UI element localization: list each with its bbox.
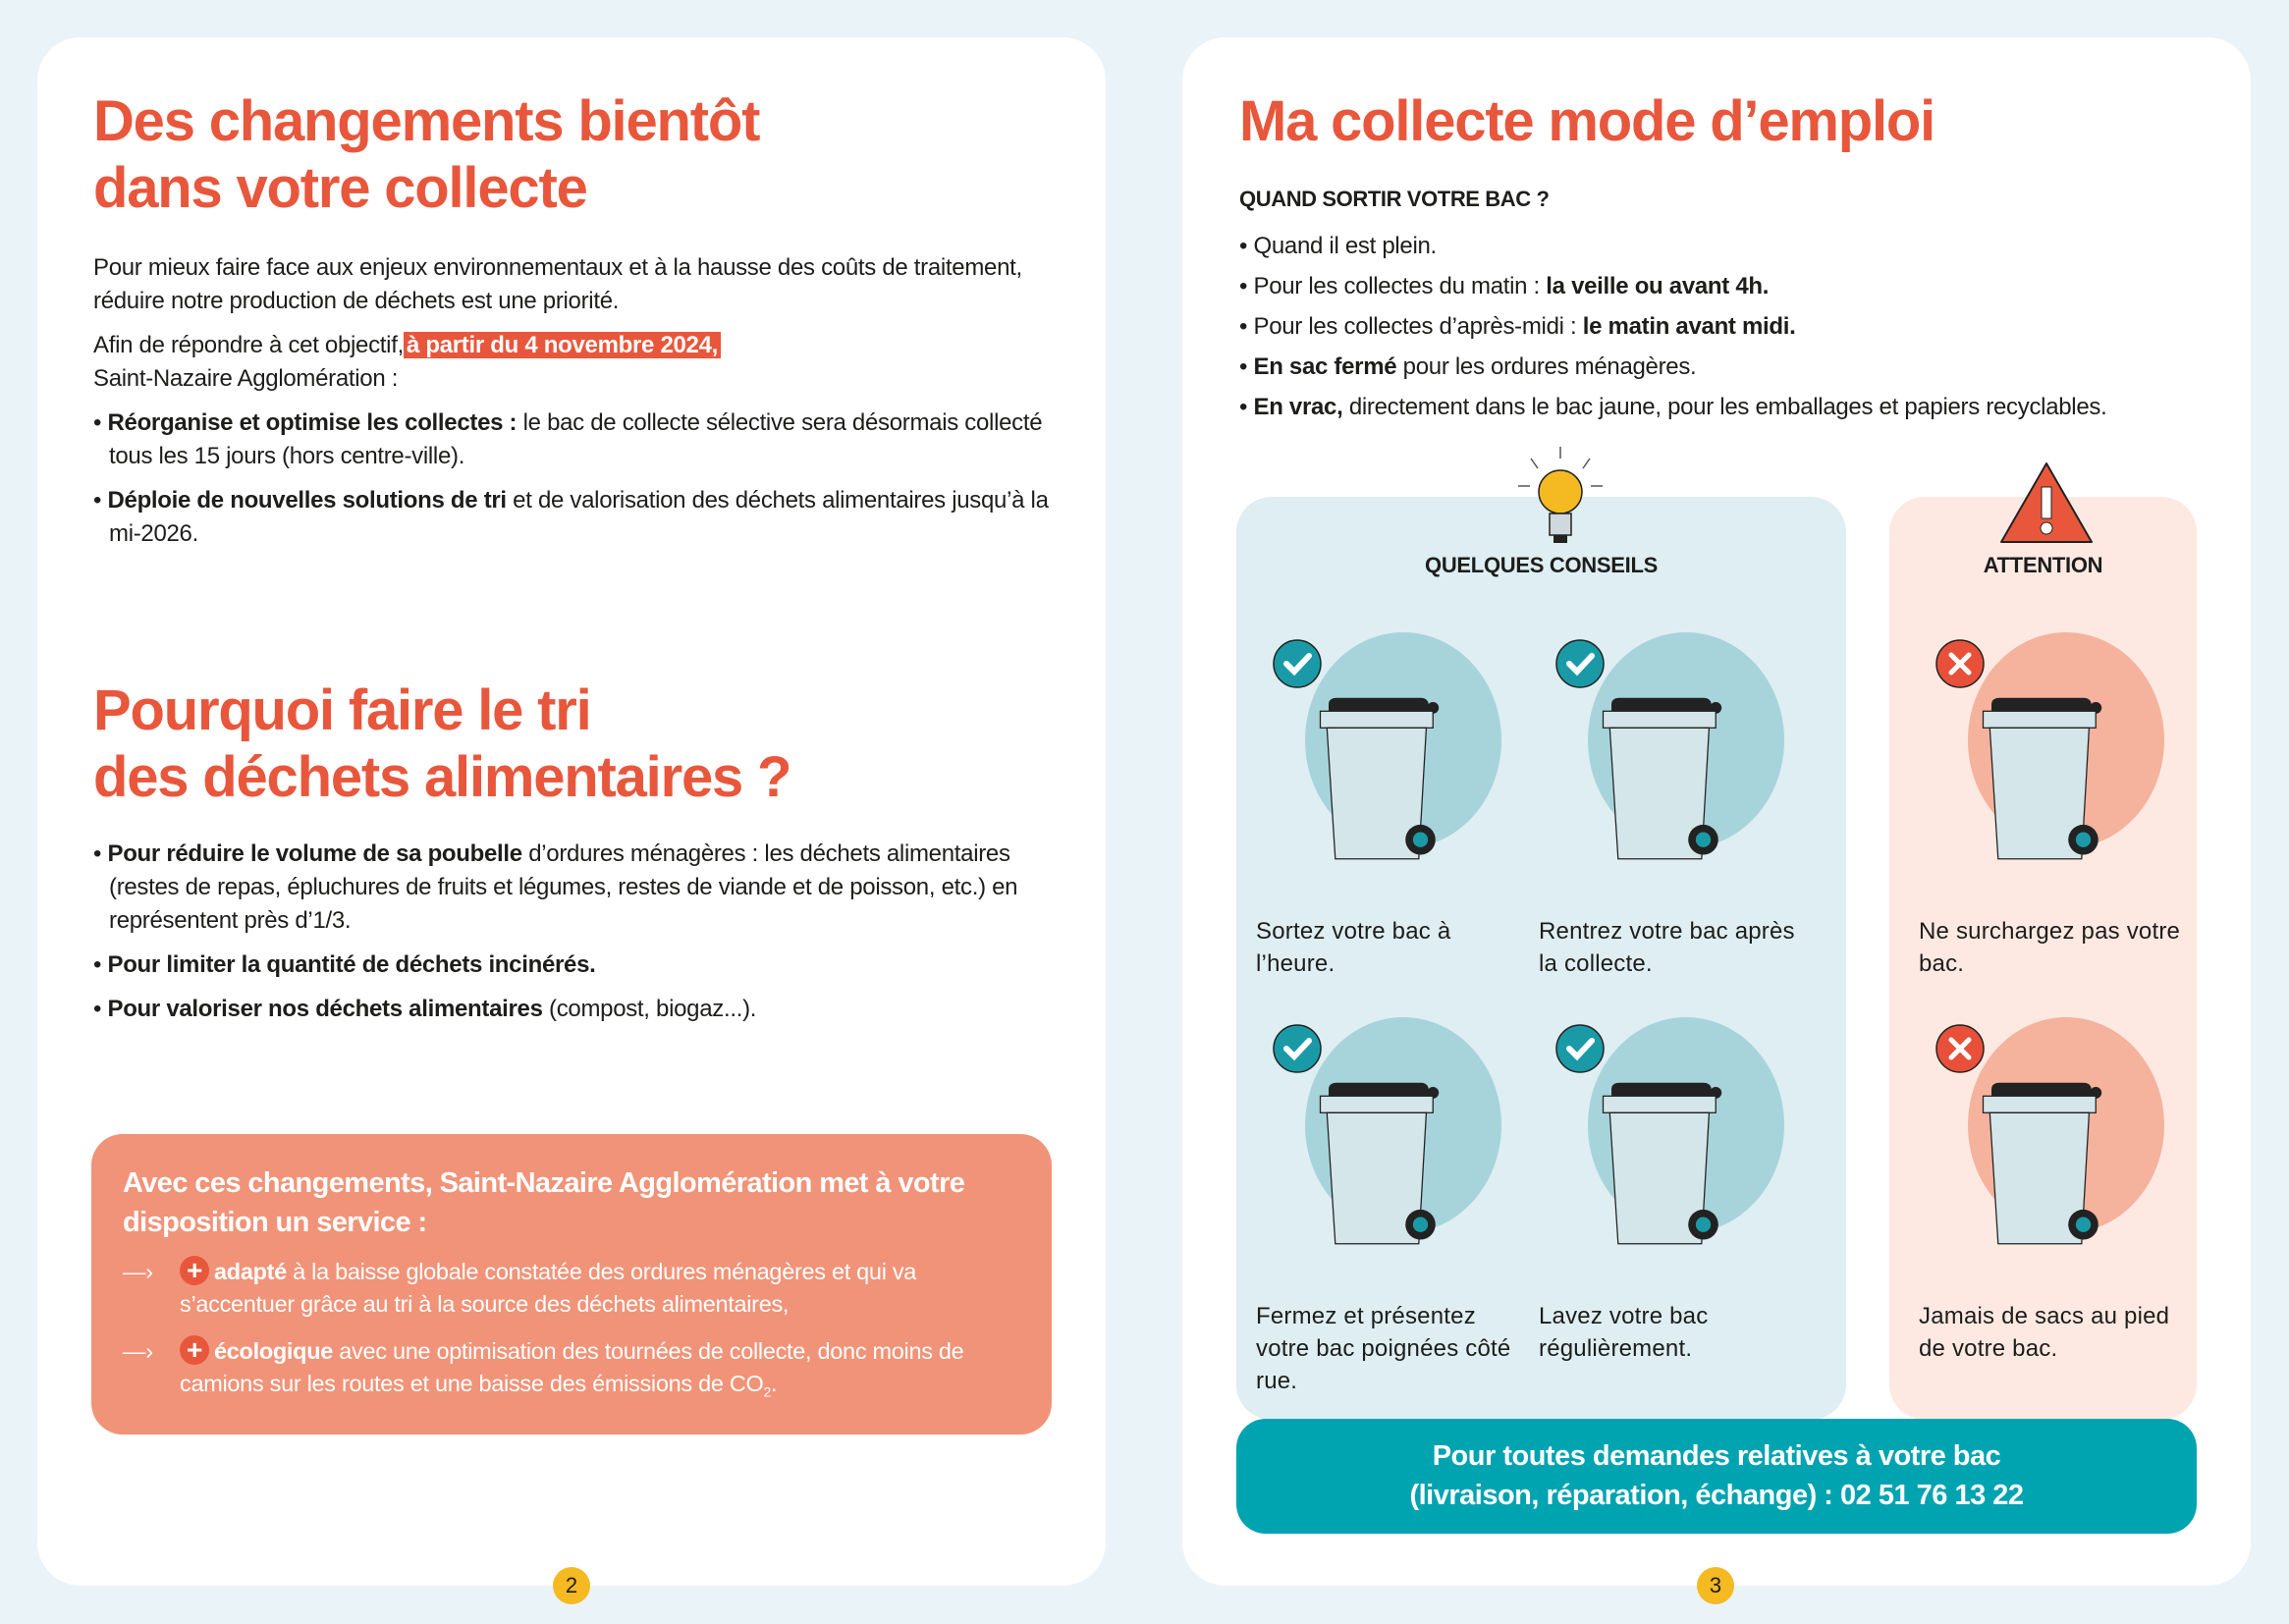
bullet-text: Pour les collectes d’après-midi : <box>1253 313 1583 340</box>
punct: . <box>771 1371 778 1396</box>
bin-illustration <box>1555 1017 1784 1245</box>
check-icon <box>1273 639 1322 688</box>
bullet-text: pour les ordures ménagères. <box>1396 353 1697 380</box>
bin-illustration <box>1273 632 1501 860</box>
bullet-bold: Pour limiter la quantité de déchets inci… <box>107 951 596 978</box>
objective-suffix: Saint-Nazaire Agglomération : <box>93 365 399 392</box>
bullet-bold: Pour valoriser nos déchets alimentaires <box>107 996 543 1022</box>
advice-title: QUELQUES CONSEILS <box>1425 553 1658 577</box>
objective-prefix: Afin de répondre à cet objectif, <box>93 332 404 358</box>
tip-caption: Fermez et présentez votre bac poignées c… <box>1256 1303 1511 1394</box>
bullet-item: • Pour limiter la quantité de déchets in… <box>93 951 596 978</box>
bullet-text: (compost, biogaz...). <box>542 996 757 1022</box>
service-item-desc: avec une optimisation des tournées de co… <box>180 1338 964 1396</box>
arrow-icon: —› <box>123 1259 153 1284</box>
bullet-bold: la veille ou avant 4h. <box>1546 273 1770 299</box>
service-item-text: + adapté à la baisse globale constatée de… <box>180 1256 1020 1321</box>
page-number: 3 <box>1697 1567 1734 1604</box>
service-item-text: + écologique avec une optimisation des to… <box>180 1335 1020 1409</box>
bullet-text: et de valorisation des déchets alimentai… <box>109 487 1049 547</box>
bullet-bold: En sac fermé <box>1253 353 1397 380</box>
service-item-bold: adapté <box>214 1259 287 1284</box>
tip-card: Rentrez votre bac après la collecte. <box>1539 623 1804 980</box>
tip-caption: Rentrez votre bac après la collecte. <box>1539 918 1795 977</box>
title-changes: Des changements bientôt dans votre collec… <box>93 88 760 222</box>
bullet-text: le bac de collecte sélective sera désorm… <box>109 409 1043 469</box>
warning-icon <box>2000 462 2093 543</box>
bullet-item: • Pour réduire le volume de sa poubelle … <box>93 840 1018 934</box>
tip-card: Jamais de sacs au pied de votre bac. <box>1919 1007 2184 1365</box>
title-line: dans votre collecte <box>93 156 588 220</box>
bullet-item: • En sac fermé pour les ordures ménagère… <box>1239 353 1697 380</box>
bin-illustration <box>1273 1017 1501 1245</box>
plus-icon: + <box>180 1335 209 1365</box>
service-heading: Avec ces changements, Saint-Nazaire Aggl… <box>123 1167 965 1238</box>
service-item: —› + écologique avec une optimisation des … <box>123 1335 1020 1409</box>
bullet-bold: le matin avant midi. <box>1582 313 1796 340</box>
title-line: Des changements bientôt <box>93 89 760 153</box>
tip-caption: Lavez votre bac régulièrement. <box>1539 1303 1709 1362</box>
tip-caption: Ne surchargez pas votre bac. <box>1919 918 2181 977</box>
bullets-changes: • Réorganise et optimise les collectes :… <box>93 406 1056 551</box>
tip-card: Sortez votre bac à l’heure. <box>1256 623 1521 980</box>
contact-phone[interactable]: (livraison, réparation, échange) : 02 51… <box>1409 1480 2024 1511</box>
tip-caption: Jamais de sacs au pied de votre bac. <box>1919 1303 2170 1362</box>
service-item-desc: à la baisse globale constatée des ordure… <box>180 1259 917 1317</box>
bullet-text: d’ordures ménagères : les déchets alimen… <box>109 840 1018 934</box>
service-box: Avec ces changements, Saint-Nazaire Aggl… <box>91 1134 1052 1435</box>
tip-caption: Sortez votre bac à l’heure. <box>1256 918 1451 977</box>
subscript: 2 <box>763 1383 772 1400</box>
bullet-item: • Quand il est plein. <box>1239 233 1437 259</box>
service-items: —› + adapté à la baisse globale constatée … <box>123 1256 1020 1409</box>
bullet-bold: En vrac, <box>1253 394 1343 420</box>
bullets-why: • Pour réduire le volume de sa poubelle … <box>93 838 1065 1037</box>
plus-icon: + <box>180 1256 209 1285</box>
check-icon <box>1555 1024 1605 1073</box>
tip-card: Ne surchargez pas votre bac. <box>1919 623 2184 980</box>
check-icon <box>1555 639 1605 688</box>
page-3: Ma collecte mode d’emploi QUAND SORTIR V… <box>1182 37 2251 1604</box>
page-2: Des changements bientôt dans votre collec… <box>37 37 1106 1604</box>
bullet-item: • En vrac, directement dans le bac jaune… <box>1239 394 2107 420</box>
arrow-icon: —› <box>123 1338 153 1364</box>
service-item-bold: écologique <box>214 1338 334 1364</box>
bullet-text: Quand il est plein. <box>1253 233 1437 259</box>
cross-icon <box>1935 1024 1985 1073</box>
bullet-text: Pour les collectes du matin : <box>1253 273 1547 299</box>
title-guide: Ma collecte mode d’emploi <box>1239 89 1935 153</box>
intro-block: Pour mieux faire face aux enjeux environ… <box>93 251 1056 562</box>
contact-line: Pour toutes demandes relatives à votre b… <box>1432 1440 2001 1472</box>
bullets-when: • Quand il est plein. • Pour les collecte… <box>1239 230 2202 431</box>
bin-illustration <box>1555 632 1784 860</box>
attention-title: ATTENTION <box>1983 553 2103 577</box>
check-icon <box>1273 1024 1322 1073</box>
title-why: Pourquoi faire le tri des déchets aliment… <box>93 677 791 811</box>
subtitle-when: QUAND SORTIR VOTRE BAC ? <box>1239 187 1550 211</box>
bullet-text: directement dans le bac jaune, pour les … <box>1342 394 2107 420</box>
bullet-bold: Pour réduire le volume de sa poubelle <box>107 840 522 867</box>
intro-text: Pour mieux faire face aux enjeux environ… <box>93 254 1022 314</box>
bullet-item: • Déploie de nouvelles solutions de tri … <box>93 487 1049 547</box>
bullet-item: • Réorganise et optimise les collectes :… <box>93 409 1043 469</box>
title-line: des déchets alimentaires ? <box>93 745 791 809</box>
bullet-bold: Déploie de nouvelles solutions de tri <box>107 487 507 514</box>
tip-card: Fermez et présentez votre bac poignées c… <box>1256 1007 1521 1397</box>
bin-illustration <box>1935 632 2164 860</box>
objective-text: Afin de répondre à cet objectif, à partir… <box>93 329 1056 396</box>
tip-card: Lavez votre bac régulièrement. <box>1539 1007 1804 1365</box>
title-line: Pourquoi faire le tri <box>93 678 592 742</box>
service-item: —› + adapté à la baisse globale constatée … <box>123 1256 1020 1321</box>
attention-panel: ATTENTION Ne surchargez pas votre bac. Ja… <box>1889 497 2197 1420</box>
lightbulb-icon <box>1518 447 1603 543</box>
date-highlight: à partir du 4 novembre 2024, <box>403 332 722 358</box>
contact-banner: Pour toutes demandes relatives à votre b… <box>1236 1419 2197 1534</box>
page-number: 2 <box>553 1567 590 1604</box>
bullet-item: • Pour valoriser nos déchets alimentaire… <box>93 996 757 1022</box>
bullet-item: • Pour les collectes du matin : la veill… <box>1239 273 1770 299</box>
cross-icon <box>1935 639 1985 688</box>
bin-illustration <box>1935 1017 2164 1245</box>
bullet-bold: Réorganise et optimise les collectes : <box>107 409 518 436</box>
bullet-item: • Pour les collectes d’après-midi : le m… <box>1239 313 1796 340</box>
advice-panel: QUELQUES CONSEILS Sortez votre bac à l’h… <box>1236 497 1846 1420</box>
